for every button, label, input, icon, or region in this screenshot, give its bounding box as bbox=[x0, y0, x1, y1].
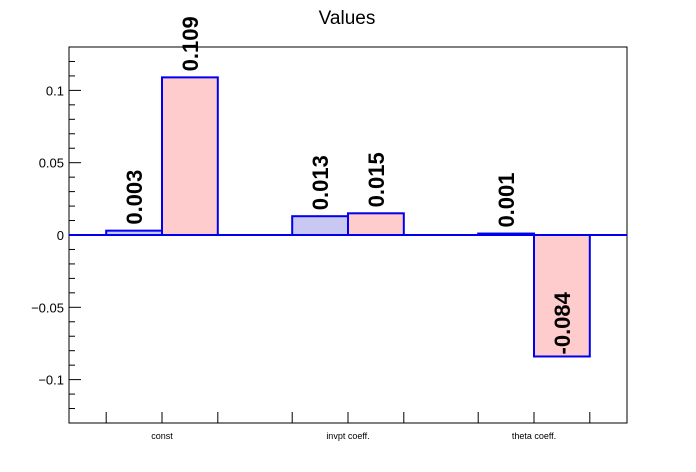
data-label: 0.015 bbox=[364, 152, 389, 207]
category-label: invpt coeff. bbox=[326, 431, 369, 441]
data-label: 0.013 bbox=[308, 155, 333, 210]
bar bbox=[347, 212, 405, 237]
data-label: 0.003 bbox=[122, 170, 147, 225]
category-label: const bbox=[151, 431, 173, 441]
y-tick-label: 0.05 bbox=[39, 156, 64, 171]
plot-area: −0.1 −0.05 0 0.05 0.1 const invpt coeff. theta … bbox=[31, 16, 628, 441]
y-tick-label: −0.1 bbox=[38, 373, 64, 388]
y-tick-label: −0.05 bbox=[31, 300, 64, 315]
data-label: 0.001 bbox=[494, 172, 519, 227]
data-label: -0.084 bbox=[550, 291, 575, 354]
chart-title: Values bbox=[319, 8, 376, 29]
category-label: theta coeff. bbox=[512, 431, 556, 441]
bar bbox=[161, 76, 219, 236]
data-label: 0.109 bbox=[178, 16, 203, 71]
y-tick-label: 0 bbox=[57, 228, 64, 243]
bar bbox=[291, 215, 350, 236]
y-tick-label: 0.1 bbox=[46, 83, 64, 98]
